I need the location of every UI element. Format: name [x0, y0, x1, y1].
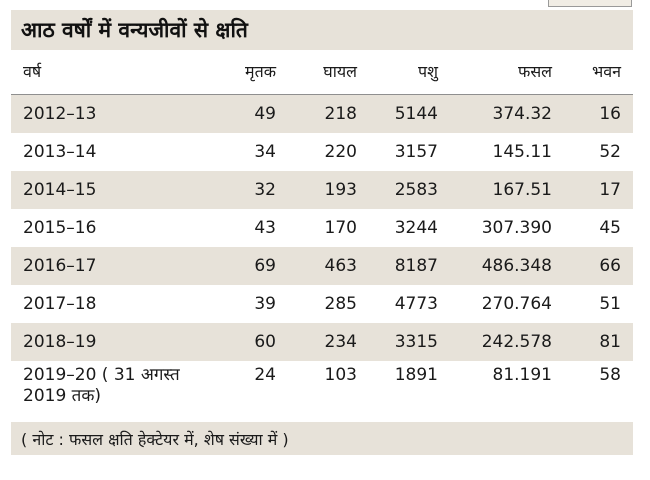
table-row: 2015–16 43 170 3244 307.390 45: [11, 209, 633, 247]
cell-animals: 4773: [369, 285, 450, 323]
cell-injured: 170: [288, 209, 369, 247]
cell-animals: 3244: [369, 209, 450, 247]
cell-injured: 193: [288, 171, 369, 209]
table-row: 2018–19 60 234 3315 242.578 81: [11, 323, 633, 361]
cell-year: 2012–13: [11, 94, 201, 133]
cell-year: 2018–19: [11, 323, 201, 361]
cell-year: 2013–14: [11, 133, 201, 171]
cell-crop: 486.348: [450, 247, 564, 285]
cell-year: 2016–17: [11, 247, 201, 285]
footnote: ( नोट : फसल क्षति हेक्टेयर में, शेष संख्…: [11, 421, 633, 455]
column-header-crop: फसल: [450, 52, 564, 95]
cell-animals: 1891: [369, 361, 450, 421]
table-row: 2016–17 69 463 8187 486.348 66: [11, 247, 633, 285]
cell-injured: 218: [288, 94, 369, 133]
cell-year: 2019–20 ( 31 अगस्त 2019 तक): [11, 361, 201, 421]
cell-buildings: 16: [564, 94, 633, 133]
cell-buildings: 66: [564, 247, 633, 285]
cell-buildings: 58: [564, 361, 633, 421]
cell-crop: 270.764: [450, 285, 564, 323]
data-card: आठ वर्षों में वन्यजीवों से क्षति वर्ष मृ…: [11, 10, 633, 462]
cell-year: 2017–18: [11, 285, 201, 323]
cell-dead: 32: [201, 171, 288, 209]
cell-buildings: 51: [564, 285, 633, 323]
table-row: 2017–18 39 285 4773 270.764 51: [11, 285, 633, 323]
table-row: 2014–15 32 193 2583 167.51 17: [11, 171, 633, 209]
cell-crop: 307.390: [450, 209, 564, 247]
cell-animals: 3315: [369, 323, 450, 361]
cell-buildings: 81: [564, 323, 633, 361]
column-header-injured: घायल: [288, 52, 369, 95]
table-row: 2012–13 49 218 5144 374.32 16: [11, 94, 633, 133]
cell-dead: 39: [201, 285, 288, 323]
cell-year: 2014–15: [11, 171, 201, 209]
cell-year: 2015–16: [11, 209, 201, 247]
cell-dead: 60: [201, 323, 288, 361]
cell-dead: 34: [201, 133, 288, 171]
cell-dead: 24: [201, 361, 288, 421]
cell-buildings: 45: [564, 209, 633, 247]
header-row: वर्ष मृतक घायल पशु फसल भवन: [11, 52, 633, 95]
cell-crop: 145.11: [450, 133, 564, 171]
cell-animals: 8187: [369, 247, 450, 285]
column-header-year: वर्ष: [11, 52, 201, 95]
cell-injured: 234: [288, 323, 369, 361]
cell-animals: 3157: [369, 133, 450, 171]
corner-decoration: [548, 0, 632, 7]
table-row: 2019–20 ( 31 अगस्त 2019 तक) 24 103 1891 …: [11, 361, 633, 421]
cell-buildings: 52: [564, 133, 633, 171]
column-header-animals: पशु: [369, 52, 450, 95]
cell-dead: 69: [201, 247, 288, 285]
cell-crop: 81.191: [450, 361, 564, 421]
cell-crop: 374.32: [450, 94, 564, 133]
table-row: 2013–14 34 220 3157 145.11 52: [11, 133, 633, 171]
cell-injured: 220: [288, 133, 369, 171]
column-header-buildings: भवन: [564, 52, 633, 95]
cell-crop: 167.51: [450, 171, 564, 209]
cell-injured: 285: [288, 285, 369, 323]
cell-crop: 242.578: [450, 323, 564, 361]
damage-table: वर्ष मृतक घायल पशु फसल भवन 2012–13 49 21…: [11, 52, 633, 421]
cell-injured: 103: [288, 361, 369, 421]
column-header-dead: मृतक: [201, 52, 288, 95]
cell-dead: 49: [201, 94, 288, 133]
cell-animals: 2583: [369, 171, 450, 209]
cell-buildings: 17: [564, 171, 633, 209]
cell-dead: 43: [201, 209, 288, 247]
cell-animals: 5144: [369, 94, 450, 133]
cell-injured: 463: [288, 247, 369, 285]
table-title: आठ वर्षों में वन्यजीवों से क्षति: [11, 10, 633, 52]
